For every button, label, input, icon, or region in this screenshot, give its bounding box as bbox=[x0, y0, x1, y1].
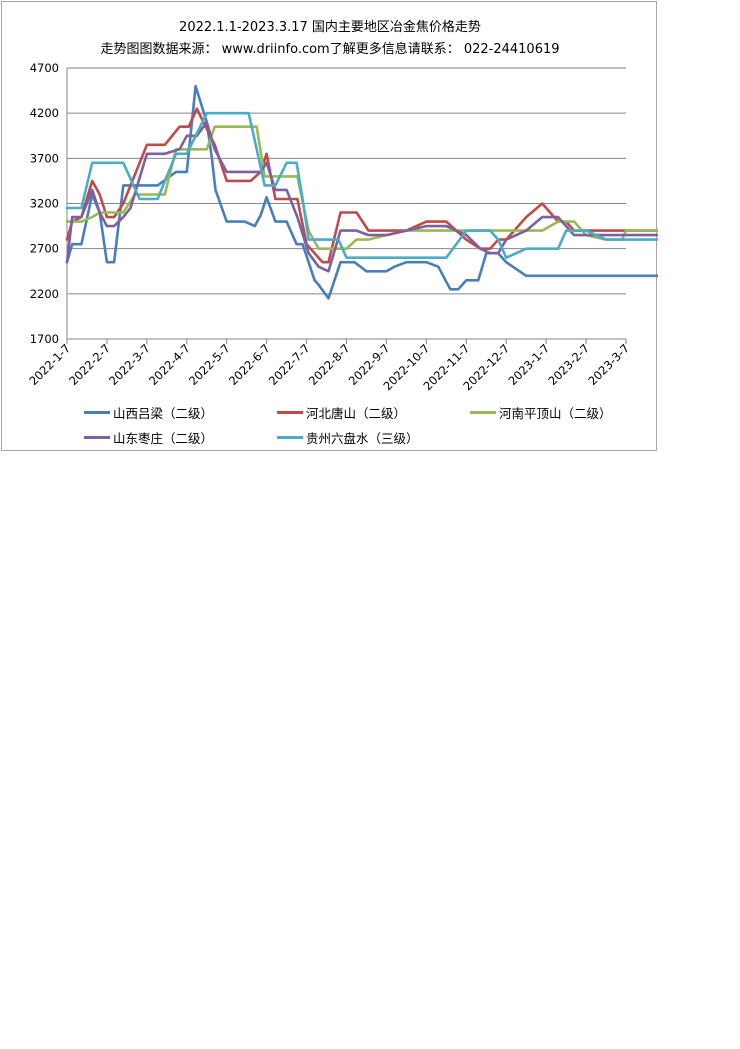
x-tick-label: 2022-8-7 bbox=[306, 341, 353, 388]
y-tick-label: 3700 bbox=[30, 151, 59, 165]
legend-item: 河南平顶山（二级） bbox=[470, 403, 612, 422]
legend-label: 河南平顶山（二级） bbox=[499, 406, 612, 421]
y-tick-label: 4700 bbox=[30, 61, 59, 75]
y-tick-label: 3200 bbox=[30, 197, 59, 211]
legend-swatch bbox=[277, 411, 303, 414]
legend-label: 贵州六盘水（三级） bbox=[306, 431, 419, 446]
x-tick-label: 2022-2-7 bbox=[66, 341, 113, 388]
chart-frame: 2022.1.1-2023.3.17 国内主要地区冶金焦价格走势 走势图图数据来… bbox=[1, 1, 658, 451]
legend-swatch bbox=[84, 411, 110, 414]
chart-plot: 17002200270032003700420047002022-1-72022… bbox=[26, 61, 658, 393]
x-tick-label: 2023-1-7 bbox=[505, 341, 552, 388]
x-tick-label: 2022-7-7 bbox=[266, 341, 313, 388]
x-tick-label: 2022-3-7 bbox=[106, 341, 153, 388]
y-tick-label: 2200 bbox=[30, 287, 59, 301]
legend-item: 河北唐山（二级） bbox=[277, 403, 406, 422]
x-tick-label: 2022-4-7 bbox=[146, 341, 193, 388]
chart-title: 2022.1.1-2023.3.17 国内主要地区冶金焦价格走势 bbox=[179, 20, 481, 35]
x-tick-label: 2022-5-7 bbox=[186, 341, 233, 388]
legend-item: 山东枣庄（二级） bbox=[84, 428, 213, 447]
series-line-1 bbox=[65, 84, 658, 300]
series-line-4 bbox=[65, 120, 658, 273]
legend-label: 山西吕梁（二级） bbox=[113, 406, 214, 421]
legend-item: 贵州六盘水（三级） bbox=[277, 428, 419, 447]
legend-swatch bbox=[470, 411, 496, 414]
legend-item: 山西吕梁（二级） bbox=[84, 403, 213, 422]
legend-swatch bbox=[84, 436, 110, 439]
legend-label: 河北唐山（二级） bbox=[306, 406, 407, 421]
y-tick-label: 4200 bbox=[30, 106, 59, 120]
x-tick-label: 2022-6-7 bbox=[226, 341, 273, 388]
chart-subtitle: 走势图图数据来源： www.driinfo.com了解更多信息请联系： 022-… bbox=[100, 42, 560, 57]
y-tick-label: 2700 bbox=[30, 242, 59, 256]
x-tick-label: 2023-2-7 bbox=[545, 341, 592, 388]
series-line-5 bbox=[65, 111, 658, 259]
x-tick-label: 2023-3-7 bbox=[585, 341, 632, 388]
legend-swatch bbox=[277, 436, 303, 439]
y-tick-label: 1700 bbox=[30, 332, 59, 346]
legend-label: 山东枣庄（二级） bbox=[113, 431, 214, 446]
series-line-2 bbox=[65, 107, 658, 264]
x-tick-label: 2022-1-7 bbox=[26, 341, 73, 388]
